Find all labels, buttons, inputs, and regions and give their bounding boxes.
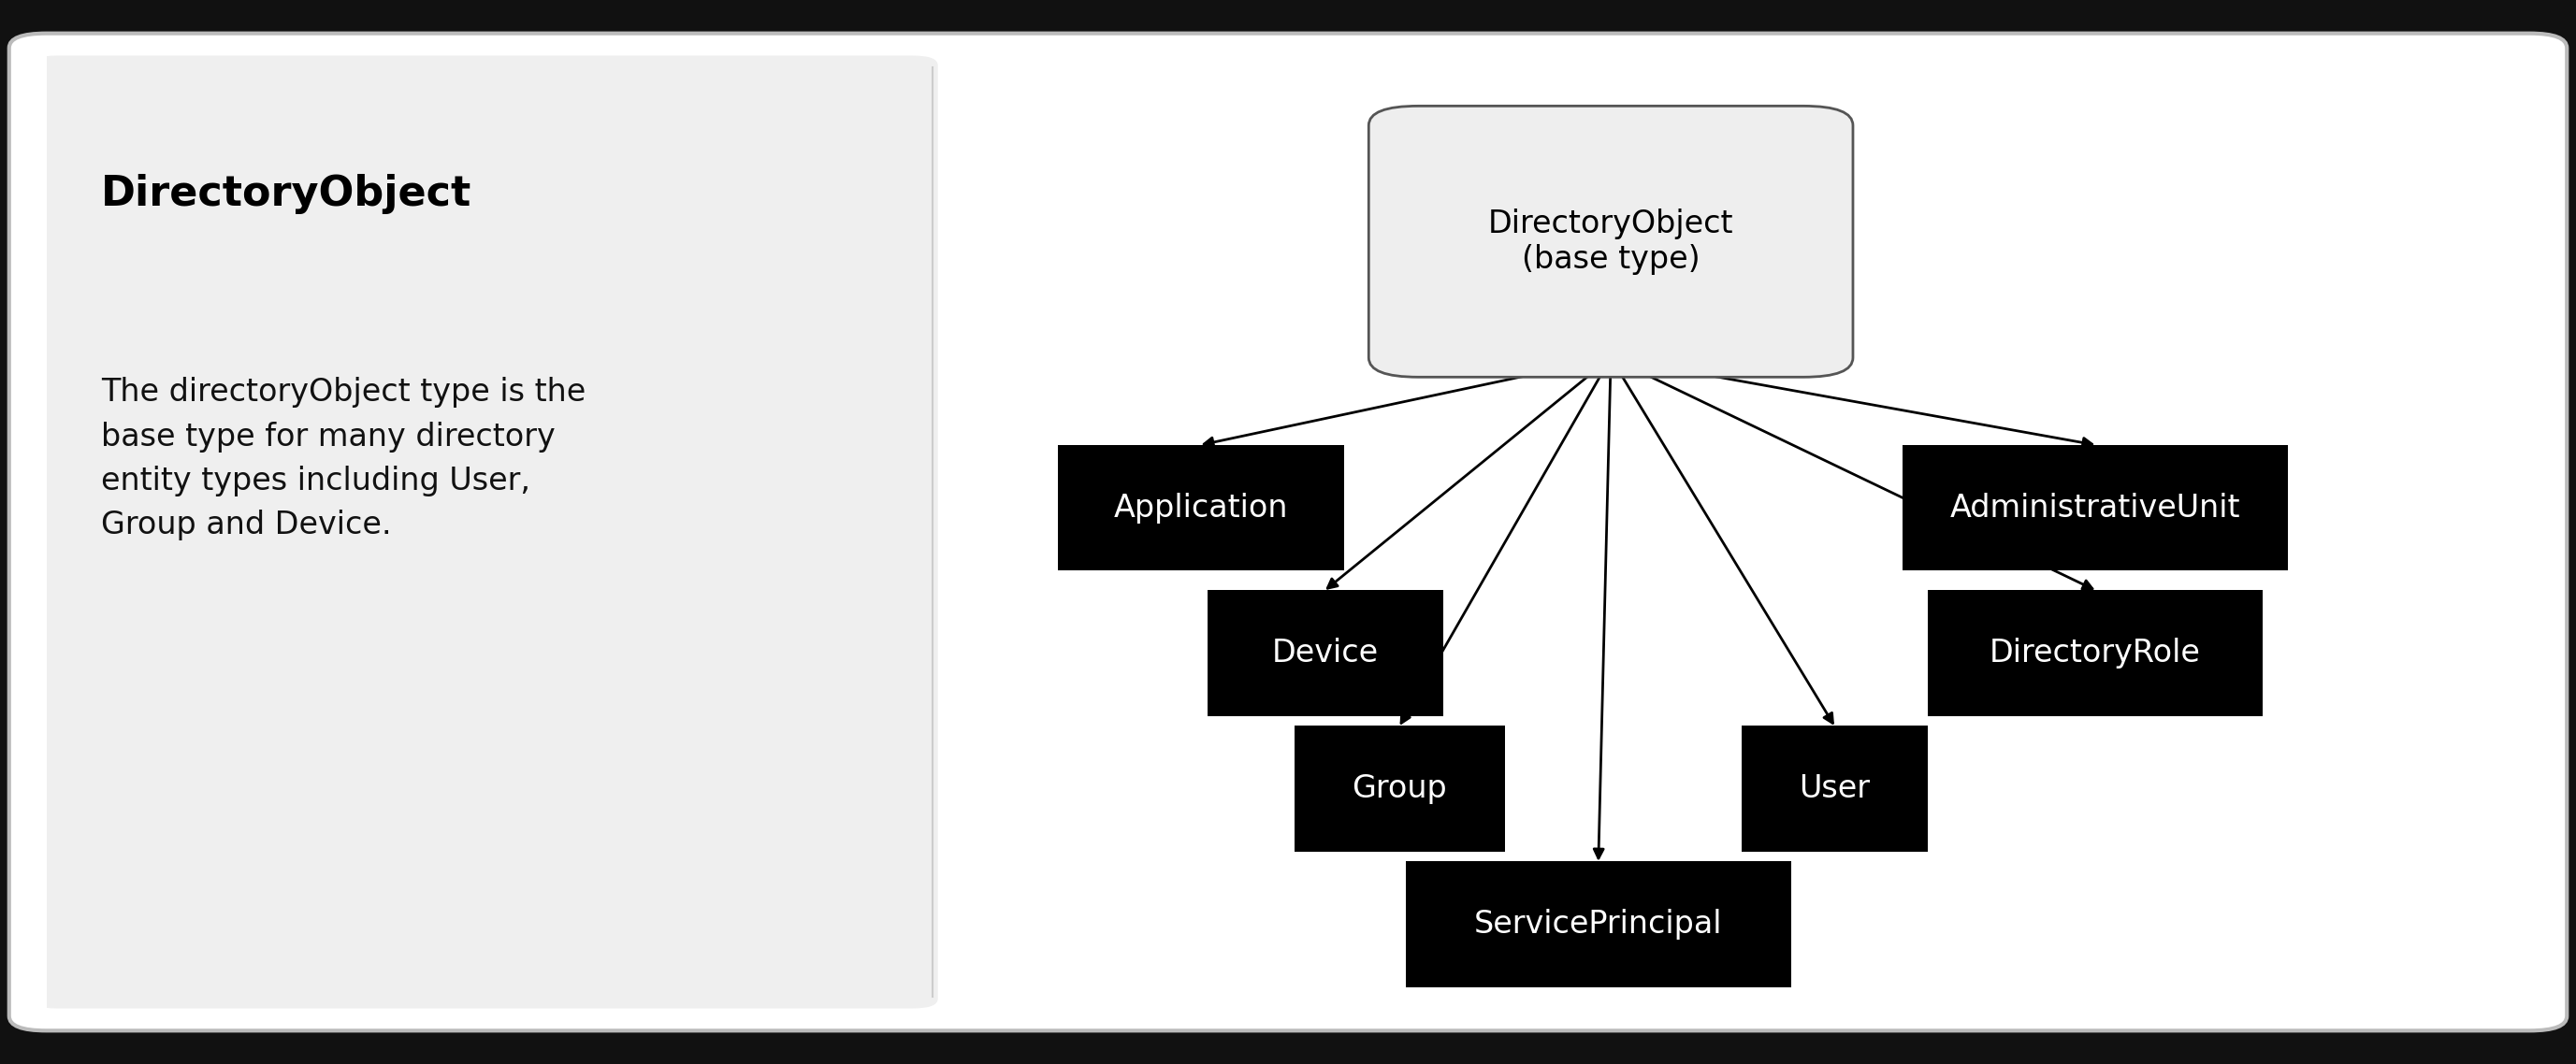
FancyBboxPatch shape <box>1208 591 1443 716</box>
Text: Group: Group <box>1352 774 1448 804</box>
FancyBboxPatch shape <box>1927 591 2262 716</box>
FancyBboxPatch shape <box>31 55 938 1009</box>
Text: DirectoryRole: DirectoryRole <box>1989 637 2200 668</box>
FancyBboxPatch shape <box>10 33 2566 1031</box>
Text: ServicePrincipal: ServicePrincipal <box>1473 909 1723 940</box>
Text: Device: Device <box>1273 637 1378 668</box>
Text: Application: Application <box>1113 493 1288 523</box>
FancyBboxPatch shape <box>1059 445 1345 570</box>
FancyBboxPatch shape <box>1293 726 1504 851</box>
Text: AdministrativeUnit: AdministrativeUnit <box>1950 493 2241 523</box>
Text: DirectoryObject: DirectoryObject <box>100 173 471 214</box>
Text: The directoryObject type is the
base type for many directory
entity types includ: The directoryObject type is the base typ… <box>100 377 585 541</box>
FancyBboxPatch shape <box>1741 726 1927 851</box>
Text: User: User <box>1798 774 1870 804</box>
FancyBboxPatch shape <box>1904 445 2287 570</box>
FancyBboxPatch shape <box>1368 106 1852 377</box>
Text: DirectoryObject
(base type): DirectoryObject (base type) <box>1489 209 1734 275</box>
FancyBboxPatch shape <box>1406 861 1790 987</box>
